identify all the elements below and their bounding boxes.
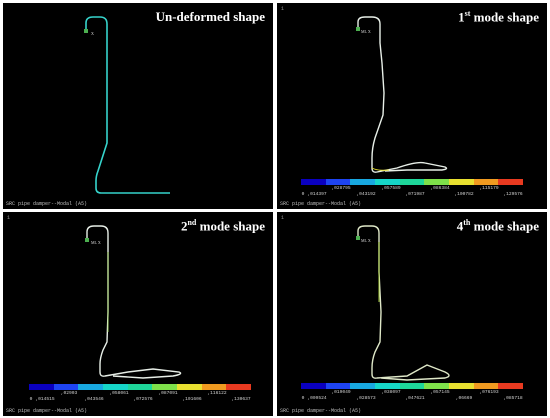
color-legend-bar	[301, 179, 524, 185]
panel-title: 1st mode shape	[458, 9, 539, 25]
svg-text:ML X: ML X	[91, 240, 101, 245]
panel-footer: SRC pipe damper--Modal (A5)	[280, 201, 362, 207]
panel-undeformed: Un-deformed shape X SRC pipe damper--Mod…	[3, 3, 273, 209]
mode-1-pipe-shape: ML X	[356, 16, 448, 173]
panel-mode-2: 1 2nd mode shape ML X ,02903 ,058061 ,08…	[3, 212, 273, 416]
mode-4-pipe-shape: ML X	[356, 225, 450, 381]
undeformed-pipe-shape: X	[84, 16, 170, 194]
svg-text:X: X	[91, 31, 94, 36]
panel-title: 4th mode shape	[456, 218, 539, 234]
panel-mode-1: 1 1st mode shape ML X ,028795 ,057589 ,0…	[277, 3, 547, 209]
panel-title: Un-deformed shape	[155, 9, 265, 24]
panel-title: 2nd mode shape	[180, 218, 265, 234]
panel-footer: SRC pipe damper--Modal (A5)	[6, 408, 88, 414]
svg-text:ML X: ML X	[361, 238, 371, 243]
color-legend-bar	[301, 383, 524, 389]
panel-mode-4: 1 4th mode shape ML X ,019049 ,038097 ,0…	[277, 212, 547, 416]
panel-number: 1	[281, 215, 285, 221]
color-legend-bar	[29, 384, 252, 390]
panel-number: 1	[7, 215, 11, 221]
mode-2-pipe-shape: ML X	[85, 225, 182, 379]
panel-number: 1	[281, 6, 285, 12]
svg-text:ML X: ML X	[361, 29, 371, 34]
panel-footer: SRC pipe damper--Modal (A5)	[280, 408, 362, 414]
panel-footer: SRC pipe damper--Modal (A5)	[6, 201, 88, 207]
